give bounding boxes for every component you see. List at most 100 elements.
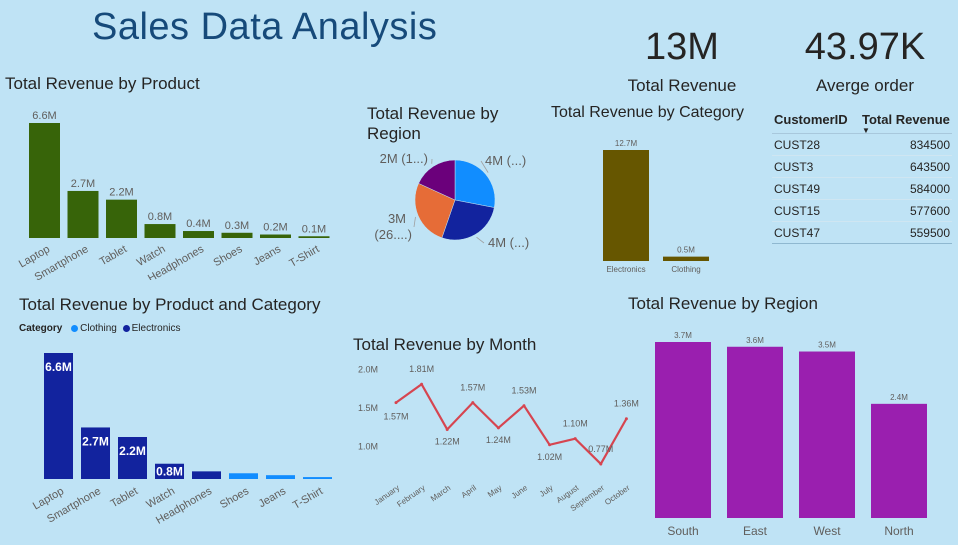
bar-jeans[interactable] [260, 234, 291, 238]
data-label-august: 1.10M [563, 419, 588, 429]
bar-east[interactable] [727, 346, 783, 518]
product-chart-title: Total Revenue by Product [5, 74, 200, 93]
axis-label-west: West [813, 524, 841, 538]
pie-slice-1[interactable] [441, 199, 495, 241]
legend-clothing-swatch [71, 324, 79, 332]
category-legend: Category Clothing Electronics [19, 323, 181, 334]
axis-label-jeans: Jeans [252, 243, 284, 268]
pie-slice-3[interactable] [418, 159, 456, 201]
axis-label-electronics: Electronics [606, 265, 645, 274]
data-label-west: 3.5M [818, 341, 836, 350]
line-point-january[interactable] [394, 401, 398, 405]
axis-label-t-shirt: T-Shirt [291, 485, 325, 512]
product-category-bar-chart: 6.6MLaptop2.7MSmartphone2.2MTablet0.8MWa… [31, 353, 332, 527]
table-row[interactable]: CUST49 584000 [772, 177, 952, 200]
bar-laptop[interactable] [29, 123, 60, 238]
bar-tablet[interactable] [106, 199, 137, 238]
data-label-tablet: 2.2M [109, 187, 133, 199]
revenue-line[interactable] [395, 382, 628, 466]
line-point-march[interactable] [445, 427, 449, 431]
customers-table: CustomerID Total Revenue ▼ CUST28 834500 C… [772, 108, 952, 244]
bar-west[interactable] [799, 351, 855, 518]
axis-label-t-shirt: T-Shirt [287, 243, 321, 270]
y-tick-2-0m: 2.0M [358, 365, 378, 375]
sort-descending-icon[interactable]: ▼ [862, 126, 870, 135]
pie-leader-1[interactable] [476, 236, 485, 244]
data-label-february: 1.81M [409, 364, 434, 374]
region-bar-chart-title: Total Revenue by Region [628, 294, 818, 313]
axis-label-east: East [743, 524, 768, 538]
table-row[interactable]: CUST15 577600 [772, 199, 952, 222]
data-label-october: 1.36M [614, 399, 639, 409]
legend-electronics-label[interactable]: Electronics [131, 323, 181, 334]
bar-electronics[interactable] [603, 150, 649, 261]
bar-t-shirt[interactable] [298, 236, 330, 238]
cell-customer-id: CUST47 [772, 221, 860, 244]
data-label-east: 3.6M [746, 336, 764, 345]
header-customer-id[interactable]: CustomerID [772, 108, 860, 134]
cell-total-revenue: 559500 [860, 221, 952, 244]
data-label-laptop: 6.6M [32, 110, 56, 122]
category-bar-chart: 12.7M Electronics 0.5M Clothing [603, 139, 709, 274]
bar-headphones[interactable] [183, 231, 214, 238]
cell-customer-id: CUST3 [772, 155, 860, 178]
bar-watch[interactable] [144, 224, 176, 238]
month-chart-title: Total Revenue by Month [353, 335, 537, 354]
pie-label-0: 4M (...) [485, 153, 526, 168]
line-point-october[interactable] [624, 417, 628, 421]
bar-headphones[interactable] [192, 471, 221, 479]
data-label-may: 1.24M [486, 435, 511, 445]
pie-slice-2[interactable] [414, 183, 456, 239]
data-label-electronics: 12.7M [615, 139, 638, 148]
data-label-watch: 0.8M [156, 465, 183, 479]
region-pie-chart: 4M (...) 4M (...) 3M(26....) 2M (1...) [374, 151, 529, 250]
x-label-april: April [460, 483, 478, 500]
pie-chart-title: Total Revenue by Region [367, 104, 499, 143]
bar-smartphone[interactable] [81, 427, 110, 479]
line-point-february[interactable] [420, 382, 424, 386]
data-label-september: 0.77M [588, 444, 613, 454]
table-row[interactable]: CUST28 834500 [772, 133, 952, 156]
pie-label-2: 3M [388, 211, 406, 226]
line-point-june[interactable] [522, 404, 526, 408]
x-label-february: February [395, 483, 426, 509]
bar-north[interactable] [871, 403, 927, 518]
bar-watch[interactable] [155, 463, 184, 479]
line-point-april[interactable] [471, 401, 475, 405]
header-total-revenue[interactable]: Total Revenue ▼ [860, 108, 952, 135]
kpi-total-revenue-label: Total Revenue [627, 76, 737, 95]
bar-tablet[interactable] [118, 437, 147, 479]
cell-total-revenue: 584000 [860, 177, 952, 200]
cell-total-revenue: 643500 [860, 155, 952, 178]
header-total-revenue-label: Total Revenue [862, 112, 950, 127]
line-point-july[interactable] [548, 443, 552, 447]
legend-clothing-label[interactable]: Clothing [80, 323, 117, 334]
table-row[interactable]: CUST3 643500 [772, 155, 952, 178]
bar-clothing[interactable] [663, 256, 709, 261]
pie-slice-0[interactable] [454, 159, 496, 208]
pie-leader-2[interactable] [413, 216, 416, 228]
line-point-may[interactable] [496, 426, 500, 430]
bar-laptop[interactable] [44, 353, 73, 479]
bar-t-shirt[interactable] [303, 477, 332, 479]
data-label-smartphone: 2.7M [71, 178, 95, 190]
bar-shoes[interactable] [221, 232, 253, 238]
data-label-january: 1.57M [383, 412, 408, 422]
data-label-march: 1.22M [435, 436, 460, 446]
pie-leader-0[interactable] [480, 160, 489, 173]
y-tick-1-5m: 1.5M [358, 403, 378, 413]
product-bar-chart: 6.6MLaptop2.7MSmartphone2.2MTablet0.8MWa… [17, 110, 330, 280]
data-label-smartphone: 2.7M [82, 434, 109, 448]
kpi-average-order-label: Averge order [816, 76, 914, 95]
data-label-t-shirt: 0.1M [302, 223, 326, 235]
product-category-chart-title: Total Revenue by Product and Category [19, 295, 321, 314]
line-point-september[interactable] [599, 462, 603, 466]
table-row[interactable]: CUST47 559500 [772, 221, 952, 244]
bar-smartphone[interactable] [67, 190, 99, 238]
x-label-october: October [603, 483, 632, 507]
bar-shoes[interactable] [229, 473, 258, 479]
data-label-shoes: 0.3M [225, 220, 249, 232]
line-point-august[interactable] [573, 437, 577, 441]
bar-south[interactable] [655, 342, 711, 518]
bar-jeans[interactable] [266, 475, 295, 479]
